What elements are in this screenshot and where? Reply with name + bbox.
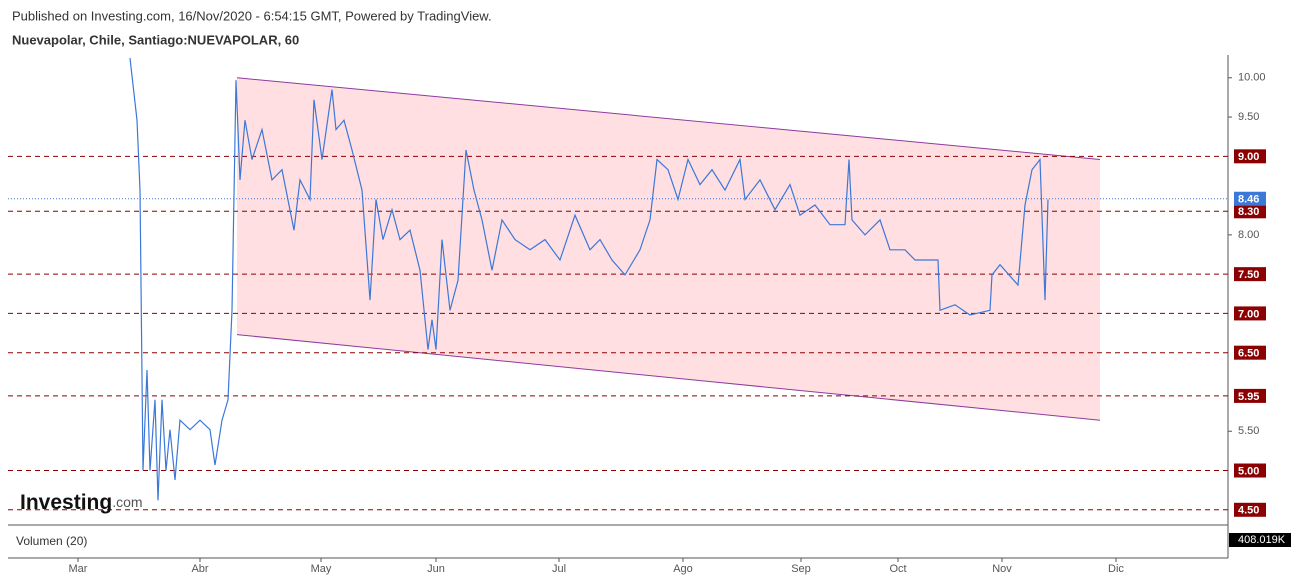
x-tick-label: Mar (69, 563, 88, 575)
x-tick-label: Oct (889, 563, 906, 575)
level-box (1234, 267, 1266, 282)
logo: Investing.com (20, 491, 143, 514)
level-label: 4.50 (1238, 505, 1259, 517)
level-box (1234, 149, 1266, 164)
x-tick-label: Ago (673, 563, 693, 575)
x-tick-label: Sep (791, 563, 811, 575)
y-tick-label: 10.00 (1238, 72, 1266, 84)
y-tick-label: 5.50 (1238, 425, 1259, 437)
level-box (1234, 204, 1266, 219)
volume-last: 408.019K (1238, 534, 1286, 546)
level-label: 6.50 (1238, 348, 1259, 360)
level-label: 5.95 (1238, 391, 1259, 403)
volume-box (1229, 533, 1291, 547)
volume-label: Volumen (20) (16, 534, 87, 548)
level-label: 9.00 (1238, 151, 1259, 163)
last-price-label: 8.46 (1238, 194, 1259, 206)
x-tick-label: Jul (552, 563, 566, 575)
channel-fill (237, 77, 1100, 421)
level-box (1234, 388, 1266, 403)
level-label: 7.50 (1238, 269, 1259, 281)
x-tick-label: May (311, 563, 332, 575)
y-tick-label: 9.50 (1238, 111, 1259, 123)
x-tick-label: Abr (191, 563, 208, 575)
price-line (129, 58, 1049, 501)
x-tick-label: Nov (992, 563, 1012, 575)
x-tick-label: Jun (427, 563, 445, 575)
published: Published on Investing.com, 16/Nov/2020 … (12, 8, 492, 23)
logo-brand: Investing (20, 491, 112, 514)
plot (8, 58, 1228, 511)
level-label: 5.00 (1238, 465, 1259, 477)
level-box (1234, 345, 1266, 360)
level-box (1234, 463, 1266, 478)
level-box (1234, 306, 1266, 321)
last-price-box (1234, 191, 1266, 206)
y-tick-label: 8.00 (1238, 229, 1259, 241)
channel-lower (236, 334, 1101, 421)
channel-upper (236, 77, 1101, 160)
level-label: 8.30 (1238, 206, 1259, 218)
level-label: 7.00 (1238, 308, 1259, 320)
logo-suffix: .com (112, 494, 142, 510)
level-box (1234, 502, 1266, 517)
symbol: Nuevapolar, Chile, Santiago:NUEVAPOLAR, … (12, 32, 299, 47)
x-tick-label: Dic (1108, 563, 1124, 575)
